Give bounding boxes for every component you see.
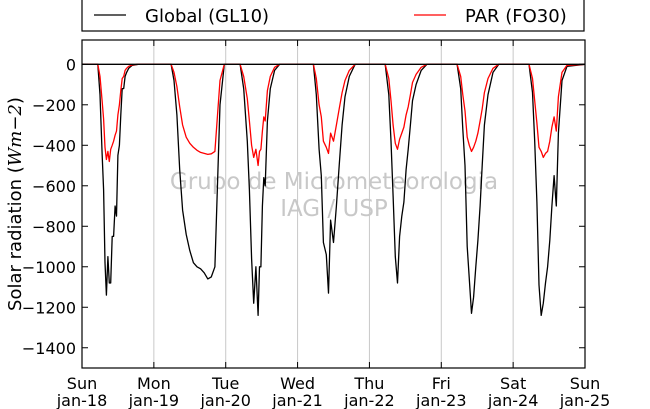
x-tick-date-4: jan-22 [343,391,395,409]
y-tick-label-1: −200 [32,96,76,115]
vertical-gridlines [153,40,514,368]
y-tick-label-0: 0 [66,55,76,74]
y-axis: 0 −200 −400 −600 −800 −1000 −1200 −1400 [22,55,585,358]
x-axis: Sunjan-18Monjan-19Tuejan-20Wedjan-21Thuj… [56,40,611,409]
watermark: Grupo de Micrometeorologia IAG / USP [170,169,498,222]
plot-frame [81,39,586,369]
y-tick-label-6: −1200 [22,298,76,317]
x-tick-day-2: Tue [211,374,239,393]
watermark-line-2: IAG / USP [280,196,388,222]
x-tick-date-1: jan-19 [128,391,180,409]
x-tick-date-7: jan-25 [559,391,611,409]
x-tick-day-3: Wed [280,374,315,393]
y-tick-label-3: −600 [32,177,76,196]
legend-label-global: Global (GL10) [145,6,269,27]
y-axis-label: Solar radiation (Wm−2) [5,97,26,311]
x-tick-day-7: Sun [570,374,600,393]
watermark-line-1: Grupo de Micrometeorologia [170,169,498,195]
legend-label-par: PAR (FO30) [465,6,567,27]
y-tick-label-7: −1400 [22,339,76,358]
series-line-global [82,63,586,317]
legend-box [81,0,585,32]
x-tick-day-4: Thu [353,374,384,393]
x-tick-date-2: jan-20 [199,391,251,409]
x-tick-day-5: Fri [432,374,451,393]
series-line-par [82,63,586,167]
y-tick-label-2: −400 [32,136,76,155]
x-tick-date-3: jan-21 [271,391,323,409]
y-tick-label-5: −1000 [22,258,76,277]
x-tick-day-0: Sun [67,374,97,393]
data-series [82,63,586,317]
y-tick-label-4: −800 [32,217,76,236]
x-tick-day-6: Sat [500,374,526,393]
x-tick-date-5: jan-23 [415,391,467,409]
x-tick-date-0: jan-18 [56,391,108,409]
x-tick-day-1: Mon [137,374,171,393]
x-tick-date-6: jan-24 [487,391,539,409]
